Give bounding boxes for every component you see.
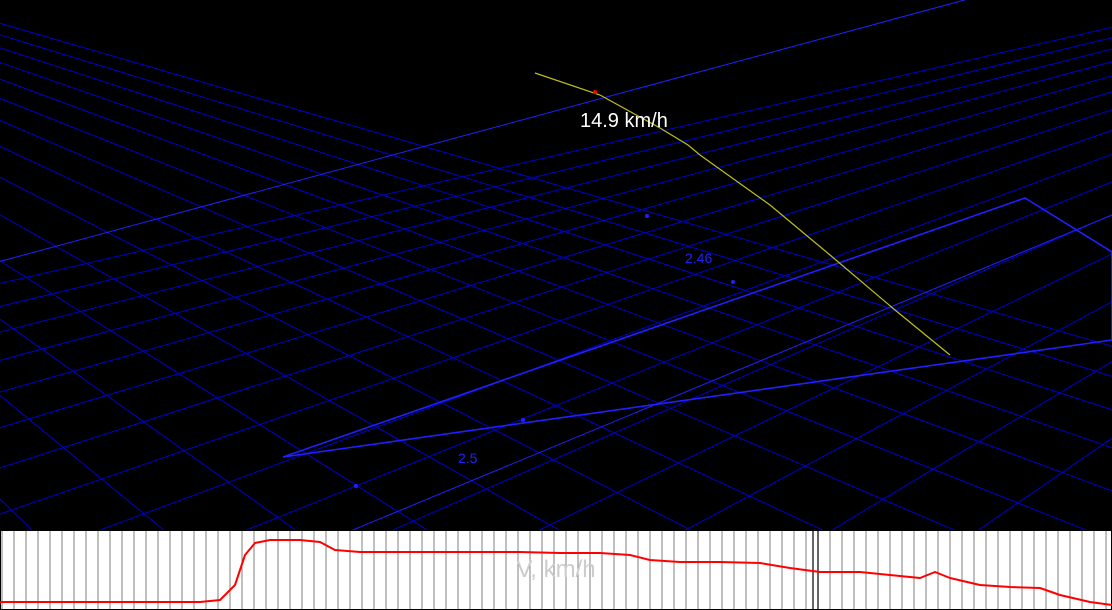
speed-label: 14.9 km/h	[580, 110, 668, 133]
speed-chart-panel[interactable]: V, km/h	[0, 530, 1112, 610]
viewport-3d[interactable]: 14.9 km/h 2.46 2.5	[0, 0, 1112, 530]
km-marker-label: 2.5	[458, 450, 477, 466]
grid-svg	[0, 0, 1112, 530]
speed-chart-svg	[0, 530, 1112, 610]
km-marker-label: 2.46	[685, 250, 712, 266]
